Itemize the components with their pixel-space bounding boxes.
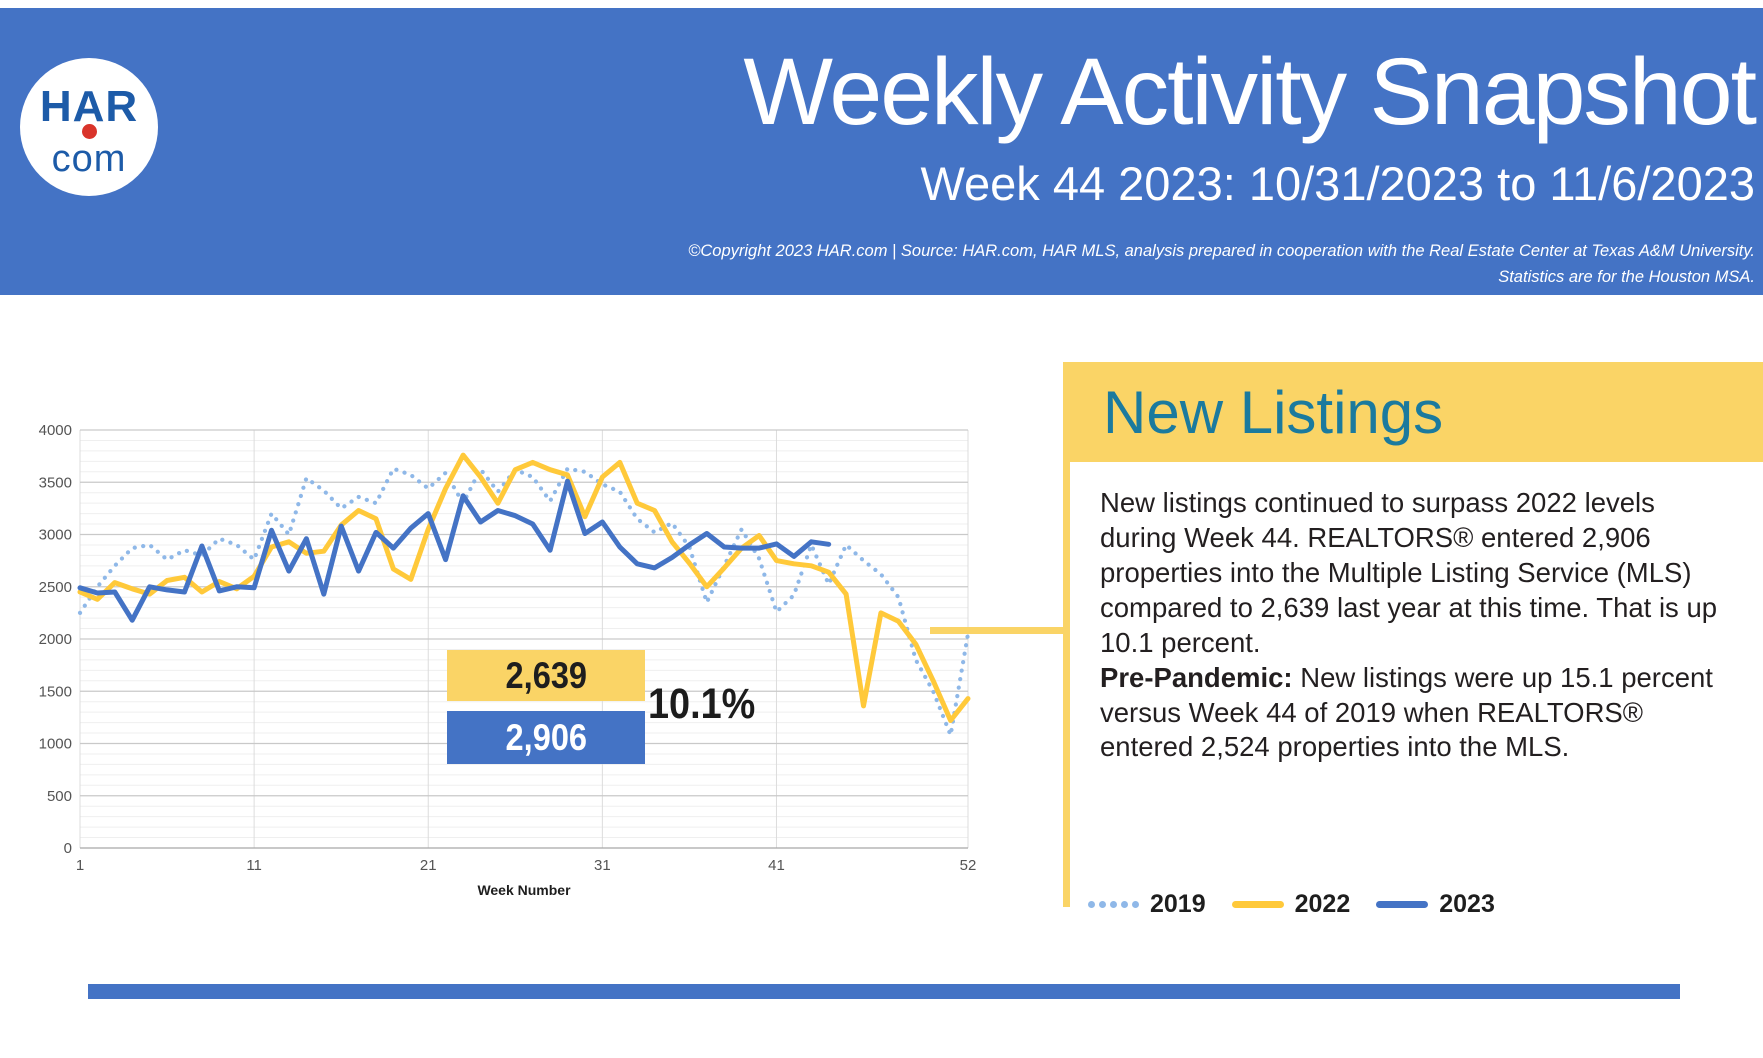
page-subtitle: Week 44 2023: 10/31/2023 to 11/6/2023 bbox=[920, 157, 1755, 210]
panel-paragraph-1: New listings continued to surpass 2022 l… bbox=[1100, 487, 1718, 658]
legend-swatch-solid bbox=[1231, 901, 1284, 908]
svg-text:52: 52 bbox=[960, 857, 977, 874]
svg-text:3000: 3000 bbox=[39, 527, 72, 544]
legend-swatch-solid bbox=[1376, 901, 1429, 908]
logo-com-text: com bbox=[51, 138, 127, 180]
legend-item-2022: 2022 bbox=[1231, 890, 1351, 919]
svg-text:2000: 2000 bbox=[39, 631, 72, 648]
svg-text:41: 41 bbox=[768, 857, 785, 874]
panel-title: New Listings bbox=[1103, 378, 1444, 446]
svg-text:11: 11 bbox=[246, 857, 262, 874]
svg-text:1500: 1500 bbox=[39, 683, 72, 700]
har-com-logo: HAR com bbox=[20, 58, 158, 196]
svg-text:500: 500 bbox=[47, 788, 72, 805]
panel-connector-line bbox=[930, 627, 1067, 634]
copyright-text: ©Copyright 2023 HAR.com | Source: HAR.co… bbox=[688, 238, 1755, 291]
panel-title-box: New Listings bbox=[1063, 362, 1763, 462]
chart-legend: 2019 2022 2023 bbox=[1088, 890, 1495, 919]
legend-label: 2023 bbox=[1439, 890, 1495, 918]
svg-text:4000: 4000 bbox=[39, 422, 72, 439]
annotation-2022-value: 2,639 bbox=[447, 650, 645, 701]
svg-text:21: 21 bbox=[420, 857, 437, 874]
footer-divider-bar bbox=[88, 984, 1680, 999]
legend-item-2019: 2019 bbox=[1088, 890, 1206, 919]
svg-text:3500: 3500 bbox=[39, 474, 72, 491]
legend-label: 2022 bbox=[1294, 890, 1351, 918]
pre-pandemic-text: New listings were up 15.1 percent versus… bbox=[1100, 661, 1713, 763]
pre-pandemic-label: Pre-Pandemic: bbox=[1100, 661, 1293, 693]
percent-change-label: 10.1% bbox=[648, 680, 756, 728]
svg-text:2500: 2500 bbox=[39, 579, 72, 596]
panel-paragraph-2: Pre-Pandemic: New listings were up 15.1 … bbox=[1100, 661, 1718, 766]
panel-left-border bbox=[1063, 362, 1070, 907]
logo-red-dot-icon bbox=[82, 124, 97, 139]
logo-har-text: HAR bbox=[39, 82, 139, 131]
page-header: HAR com Weekly Activity Snapshot Week 44… bbox=[0, 8, 1763, 295]
legend-swatch-dotted bbox=[1088, 901, 1139, 908]
legend-label: 2019 bbox=[1150, 890, 1206, 918]
svg-text:0: 0 bbox=[64, 840, 72, 857]
svg-text:31: 31 bbox=[594, 857, 611, 874]
svg-text:1000: 1000 bbox=[39, 736, 72, 753]
panel-body-text: New listings continued to surpass 2022 l… bbox=[1100, 486, 1718, 765]
annotation-2023-value: 2,906 bbox=[447, 711, 645, 764]
svg-text:Week Number: Week Number bbox=[477, 882, 571, 898]
copyright-line2: Statistics are for the Houston MSA. bbox=[1498, 268, 1755, 287]
page-title: Weekly Activity Snapshot bbox=[743, 39, 1757, 145]
legend-item-2023: 2023 bbox=[1376, 890, 1495, 919]
svg-text:1: 1 bbox=[76, 857, 84, 874]
copyright-line1: ©Copyright 2023 HAR.com | Source: HAR.co… bbox=[688, 242, 1755, 260]
